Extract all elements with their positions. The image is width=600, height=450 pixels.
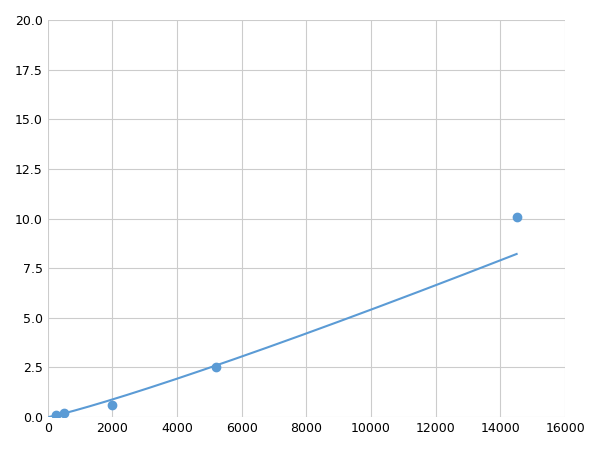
Point xyxy=(512,213,521,220)
Point xyxy=(107,401,117,409)
Point xyxy=(51,412,61,419)
Point xyxy=(59,410,69,417)
Point xyxy=(211,363,221,370)
